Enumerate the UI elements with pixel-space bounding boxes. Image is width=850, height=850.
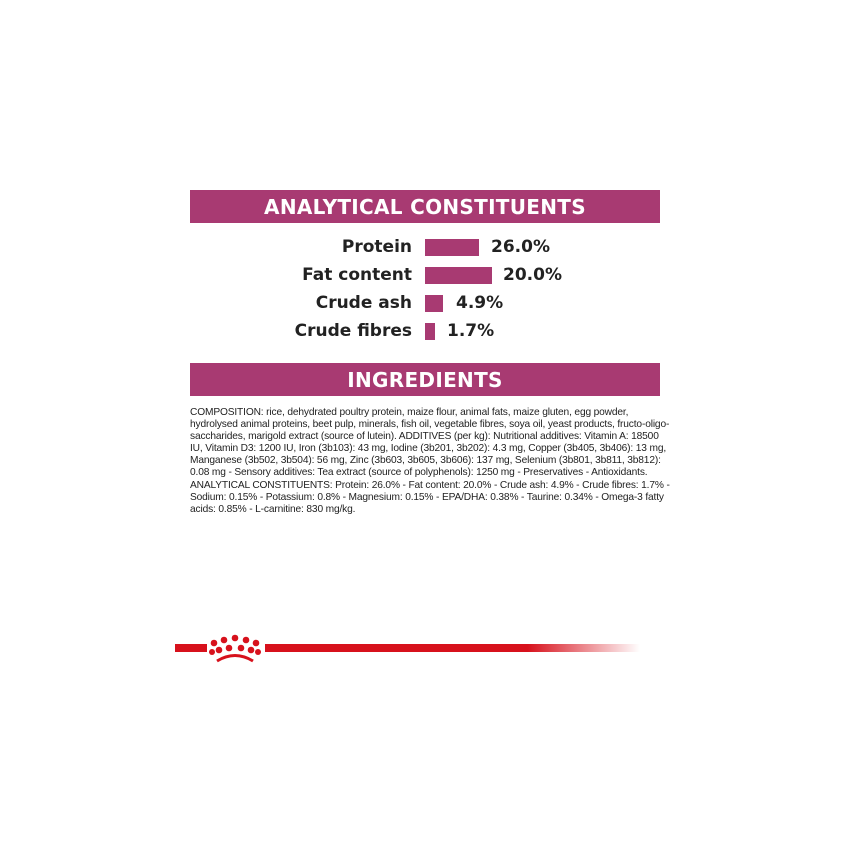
constituent-row-protein: Protein 26.0% bbox=[0, 234, 850, 260]
constituent-row-ash: Crude ash 4.9% bbox=[0, 290, 850, 316]
constituent-row-fibres: Crude fibres 1.7% bbox=[0, 318, 850, 344]
constituent-label: Crude ash bbox=[315, 293, 412, 313]
constituent-value: 20.0% bbox=[503, 265, 562, 285]
constituent-label: Protein bbox=[341, 237, 412, 257]
analytical-constituents-header: ANALYTICAL CONSTITUENTS bbox=[190, 190, 660, 223]
ingredients-header: INGREDIENTS bbox=[190, 363, 660, 396]
constituent-row-fat: Fat content 20.0% bbox=[0, 262, 850, 288]
constituent-bar bbox=[425, 295, 443, 312]
constituent-bar bbox=[425, 239, 479, 256]
royal-canin-crown-icon bbox=[209, 634, 261, 663]
divider-right bbox=[265, 644, 640, 652]
constituent-label: Crude fibres bbox=[294, 321, 412, 341]
constituent-label: Fat content bbox=[302, 265, 412, 285]
divider-left bbox=[175, 644, 207, 652]
composition-text: COMPOSITION: rice, dehydrated poultry pr… bbox=[190, 407, 670, 515]
constituent-value: 26.0% bbox=[491, 237, 550, 257]
constituent-value: 1.7% bbox=[447, 321, 495, 341]
constituent-value: 4.9% bbox=[456, 293, 504, 313]
constituent-bar bbox=[425, 323, 435, 340]
constituent-bar bbox=[425, 267, 492, 284]
